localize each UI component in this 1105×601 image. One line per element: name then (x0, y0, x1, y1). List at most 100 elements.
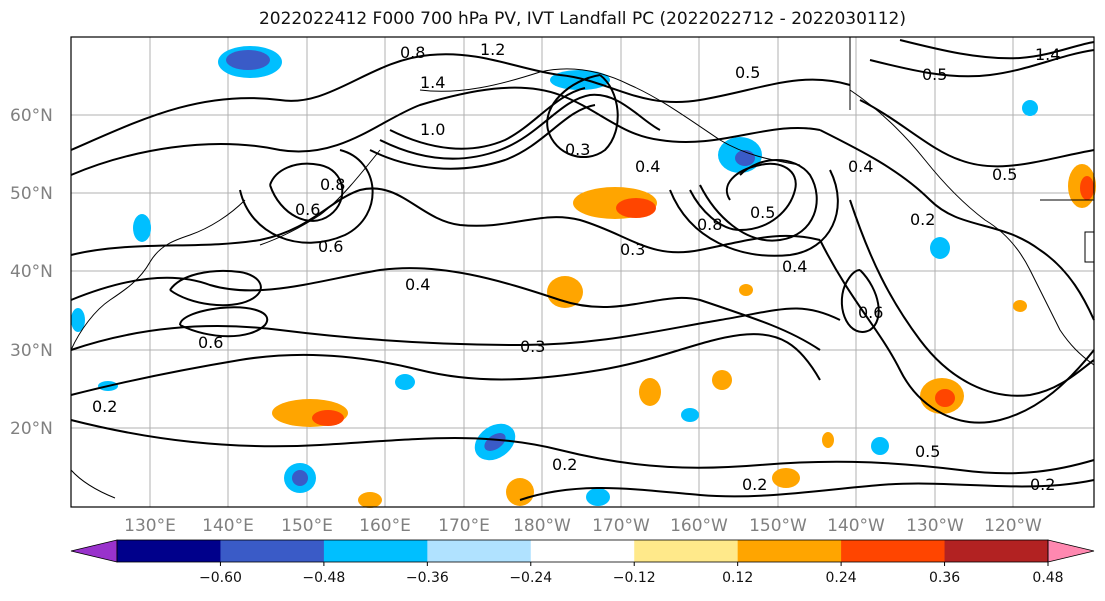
contour-label: 0.5 (750, 203, 775, 222)
contour-line (70, 86, 821, 176)
gridlines (71, 37, 1094, 507)
coastline (70, 199, 246, 351)
negative-anomaly (930, 237, 950, 259)
contour-label: 0.5 (992, 165, 1017, 184)
contour-label: 1.2 (480, 40, 505, 59)
contour-line (849, 199, 1095, 397)
lon-label: 140°W (827, 516, 885, 536)
longitude-labels: 130°E 140°E 150°E 160°E 170°E 180°W 170°… (124, 516, 1042, 536)
contour-label: 1.0 (420, 120, 445, 139)
contour-line (179, 306, 269, 338)
colorbar-segment (841, 540, 946, 562)
colorbar (70, 539, 1095, 563)
contour-label: 0.2 (1030, 475, 1055, 494)
contour-line (869, 49, 1095, 78)
colorbar-tick-label: 0.36 (929, 570, 960, 586)
colorbar-extend-low (70, 539, 118, 563)
colorbar-ticks: −0.60 −0.48 −0.36 −0.24 −0.12 0.12 0.24 0.36 0.4… (199, 562, 1064, 586)
colorbar-tick-label: −0.12 (613, 570, 656, 586)
positive-anomaly (312, 410, 344, 426)
pv-contours (70, 39, 1095, 501)
lon-label: 180°W (513, 516, 571, 536)
lon-label: 150°E (281, 516, 333, 536)
colorbar-tick-label: 0.12 (722, 570, 753, 586)
contour-line (689, 162, 797, 232)
contour-line (699, 159, 818, 242)
contour-line (369, 104, 596, 170)
positive-anomaly (358, 492, 382, 508)
contour-label: 0.6 (198, 333, 223, 352)
contour-line (70, 333, 821, 396)
colorbar-tick-label: −0.24 (509, 570, 552, 586)
lon-label: 160°E (359, 516, 411, 536)
negative-anomaly (292, 470, 308, 486)
contour-line (70, 53, 851, 151)
contour-line (239, 149, 374, 244)
positive-anomaly (822, 432, 834, 448)
contour-label: 0.4 (405, 275, 430, 294)
positive-anomaly (772, 468, 800, 488)
colorbar-border (116, 539, 1049, 563)
negative-anomaly (133, 214, 151, 242)
lat-label: 50°N (10, 184, 53, 204)
contour-line (169, 269, 262, 307)
positive-anomaly (1013, 300, 1027, 312)
contour-line (819, 239, 1095, 424)
negative-anomaly (681, 408, 699, 422)
contour-label: 0.2 (910, 210, 935, 229)
contour-line (519, 479, 1095, 501)
colorbar-tick-label: −0.48 (302, 570, 345, 586)
contour-line (70, 419, 1095, 475)
contour-line (546, 74, 619, 159)
chart-title: 2022022412 F000 700 hPa PV, IVT Landfall… (258, 9, 906, 29)
negative-anomaly (550, 70, 610, 90)
contour-label: 0.2 (552, 455, 577, 474)
positive-anomaly (506, 478, 534, 506)
contour-label: 0.3 (565, 140, 590, 159)
positive-anomaly (616, 198, 656, 218)
map-border (70, 36, 1095, 508)
colorbar-segment (427, 540, 532, 562)
map-panel (71, 37, 1094, 507)
colorbar-tick-label: 0.48 (1032, 570, 1063, 586)
colorbar-segment (634, 540, 739, 562)
coastline (849, 89, 1095, 366)
negative-anomaly (1022, 100, 1038, 116)
contour-label: 1.4 (1035, 45, 1060, 64)
colorbar-segment (737, 540, 842, 562)
contour-label: 0.4 (635, 157, 660, 176)
negative-anomaly (71, 308, 85, 332)
colorbar-segment (944, 540, 1049, 562)
lon-label: 160°W (670, 516, 728, 536)
lon-label: 120°W (984, 516, 1042, 536)
colorbar-segment (323, 540, 428, 562)
coastline (70, 469, 116, 499)
negative-anomaly (226, 50, 270, 70)
lat-label: 40°N (10, 262, 53, 282)
contour-line (859, 99, 1095, 168)
contour-label: 0.2 (92, 397, 117, 416)
positive-anomaly (739, 284, 753, 296)
lat-label: 30°N (10, 341, 53, 361)
contour-line (70, 267, 821, 351)
negative-anomaly (586, 488, 610, 506)
lon-label: 130°W (906, 516, 964, 536)
contour-labels: 0.8 1.2 1.4 0.5 1.0 0.3 0.8 0.6 0.6 0.4 … (92, 40, 1060, 494)
contour-line (379, 93, 661, 160)
contour-label: 0.4 (848, 157, 873, 176)
latitude-labels: 60°N 50°N 40°N 30°N 20°N (10, 106, 53, 439)
contour-label: 0.5 (922, 65, 947, 84)
colorbar-tick-label: 0.24 (826, 570, 857, 586)
colorbar-segment (117, 540, 221, 562)
contour-line (70, 187, 821, 256)
lat-label: 60°N (10, 106, 53, 126)
contour-line (70, 307, 841, 351)
contour-line (389, 87, 586, 150)
lon-label: 150°W (749, 516, 807, 536)
positive-anomaly (712, 370, 732, 390)
contour-label: 0.6 (318, 237, 343, 256)
contour-label: 0.8 (697, 215, 722, 234)
coastline (259, 149, 381, 246)
lon-label: 140°E (202, 516, 254, 536)
